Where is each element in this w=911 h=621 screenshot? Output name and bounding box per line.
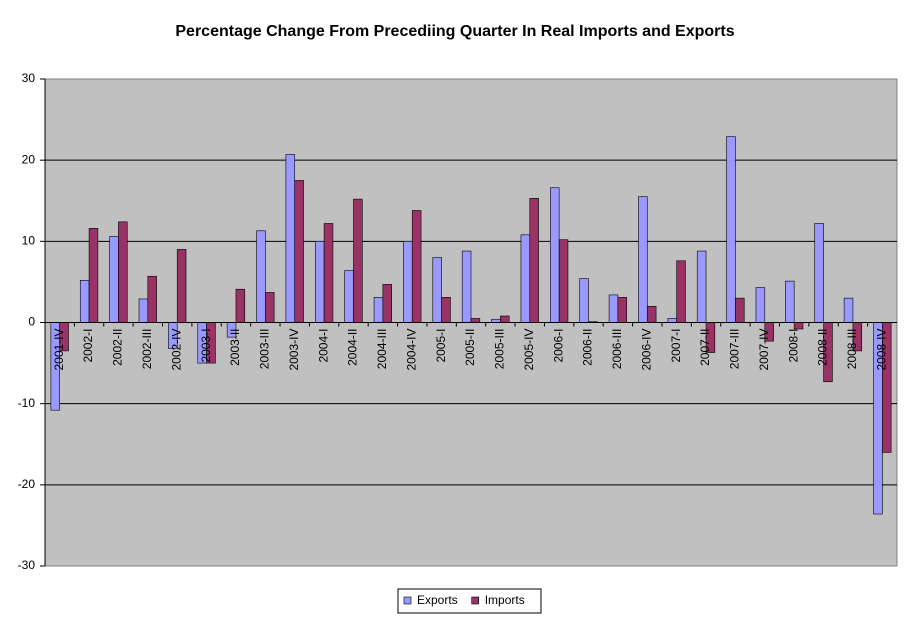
x-tick-label: 2004-I <box>316 329 330 363</box>
x-tick-label: 2007-IV <box>757 329 771 371</box>
bar <box>617 297 628 323</box>
bar <box>793 322 804 330</box>
x-tick-label: 2002-III <box>140 329 154 370</box>
x-tick-label: 2004-IV <box>404 329 418 371</box>
legend-label: Exports <box>417 593 458 607</box>
bar <box>461 250 472 323</box>
x-tick-label: 2002-IV <box>169 329 183 371</box>
bar <box>520 234 531 323</box>
bar <box>667 318 677 323</box>
bar <box>138 298 149 323</box>
bar <box>500 315 510 323</box>
x-tick-label: 2006-III <box>610 329 624 370</box>
bar <box>676 260 686 323</box>
bar <box>550 187 560 323</box>
bar <box>285 154 296 323</box>
bar <box>411 210 422 323</box>
bar <box>382 284 392 323</box>
bar <box>785 280 795 323</box>
bar <box>579 278 589 323</box>
x-tick-label: 2006-IV <box>639 329 653 371</box>
bar <box>118 221 128 323</box>
x-tick-label: 2007-I <box>669 329 683 363</box>
x-tick-label: 2003-IV <box>287 329 301 371</box>
bar <box>109 236 119 323</box>
y-tick-label: 0 <box>28 315 35 329</box>
x-tick-label: 2007-II <box>698 329 712 366</box>
bar <box>608 294 619 323</box>
x-tick-label: 2003-III <box>258 329 272 370</box>
x-tick-label: 2008-III <box>845 329 859 370</box>
x-tick-label: 2007-III <box>728 329 742 370</box>
x-tick-label: 2002-II <box>111 329 125 366</box>
bar <box>403 241 413 323</box>
x-tick-label: 2006-II <box>581 329 595 366</box>
bar <box>79 279 90 323</box>
x-tick-label: 2005-II <box>463 329 477 366</box>
x-tick-label: 2002-I <box>81 329 95 363</box>
y-tick-label: 20 <box>22 152 36 166</box>
legend <box>397 588 542 614</box>
bar <box>373 297 384 323</box>
x-tick-label: 2001-IV <box>52 329 66 371</box>
bar <box>323 223 334 323</box>
x-tick-label: 2006-I <box>551 329 565 363</box>
bar <box>726 136 736 323</box>
y-tick-label: -10 <box>18 396 36 410</box>
bar <box>529 198 539 323</box>
x-tick-label: 2008-IV <box>874 329 888 371</box>
y-tick-label: 10 <box>22 234 36 248</box>
legend-swatch <box>471 596 479 605</box>
bar <box>88 228 99 323</box>
bar <box>558 239 569 323</box>
bar <box>814 223 824 323</box>
x-tick-label: 2003-I <box>199 329 213 363</box>
bar <box>235 288 246 323</box>
x-tick-label: 2005-IV <box>522 329 536 371</box>
x-tick-label: 2004-III <box>375 329 389 370</box>
y-tick-label: -20 <box>18 477 36 491</box>
x-tick-label: 2003-II <box>228 329 242 366</box>
bar <box>294 180 304 323</box>
legend-swatch <box>403 596 412 605</box>
bar <box>735 297 745 323</box>
x-tick-label: 2004-II <box>346 329 360 366</box>
bar <box>176 249 187 323</box>
bar <box>646 305 657 323</box>
bar <box>147 275 157 323</box>
bar <box>265 292 275 323</box>
x-tick-label: 2008-II <box>816 329 830 366</box>
legend-label: Imports <box>485 593 525 607</box>
y-tick-label: -30 <box>18 558 36 572</box>
bar <box>755 287 766 323</box>
y-tick-label: 30 <box>22 71 36 85</box>
bar <box>314 241 325 323</box>
bar <box>470 318 481 323</box>
x-tick-label: 2005-I <box>434 329 448 363</box>
bar <box>432 257 442 323</box>
bar <box>353 198 363 323</box>
bar <box>843 297 854 323</box>
bar <box>638 196 648 323</box>
bar <box>256 230 266 323</box>
chart-title: Percentage Change From Precediing Quarte… <box>175 23 734 40</box>
bar <box>344 270 354 323</box>
bar <box>441 297 451 323</box>
x-tick-label: 2008-I <box>786 329 800 363</box>
bar <box>696 250 707 323</box>
x-tick-label: 2005-III <box>493 328 507 369</box>
